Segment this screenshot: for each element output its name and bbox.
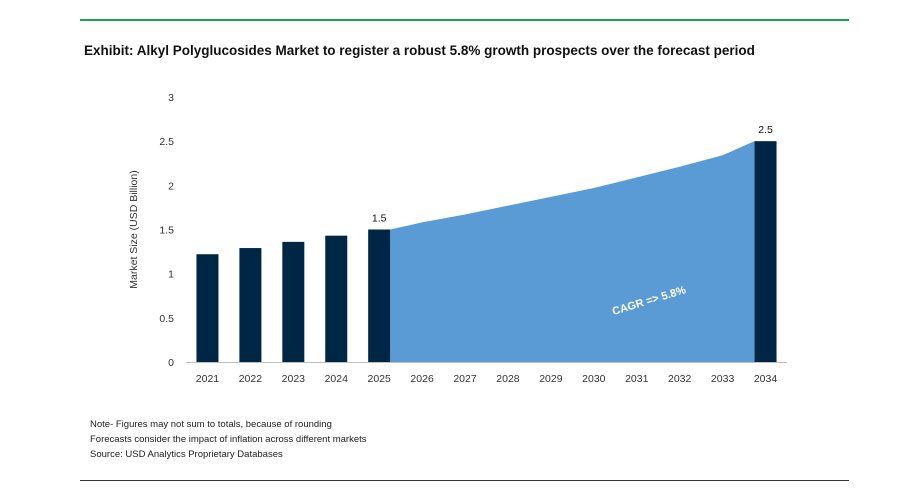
x-tick-label: 2023 (282, 373, 306, 385)
y-tick-label: 3 (168, 92, 174, 104)
x-tick-label: 2032 (668, 373, 692, 385)
x-tick-label: 2024 (325, 373, 349, 385)
note-inflation: Forecasts consider the impact of inflati… (90, 434, 367, 445)
note-rounding: Note- Figures may not sum to totals, bec… (90, 419, 332, 430)
y-tick-label: 0 (168, 357, 174, 369)
data-label-2034: 2.5 (758, 124, 773, 136)
x-tick-label: 2031 (625, 373, 649, 385)
bar-2023 (282, 241, 305, 362)
x-tick-label: 2022 (239, 373, 263, 385)
x-tick-label: 2034 (754, 373, 778, 385)
y-axis-label: Market Size (USD Billion) (128, 170, 140, 288)
x-tick-label: 2030 (582, 373, 606, 385)
y-tick-label: 1 (168, 269, 174, 281)
x-tick-label: 2027 (453, 373, 477, 385)
note-source: Source: USD Analytics Proprietary Databa… (90, 449, 283, 460)
y-tick-label: 2.5 (159, 136, 174, 148)
notes-block: Note- Figures may not sum to totals, bec… (90, 417, 367, 462)
data-label-2025: 1.5 (372, 213, 387, 225)
x-tick-label: 2029 (539, 373, 563, 385)
x-tick-label: 2026 (410, 373, 434, 385)
bar-2022 (239, 248, 262, 362)
x-tick-label: 2021 (196, 373, 220, 385)
forecast-area (390, 141, 755, 362)
top-divider (80, 19, 849, 21)
bottom-divider (80, 480, 849, 481)
x-tick-label: 2028 (496, 373, 520, 385)
bar-2021 (196, 254, 219, 362)
y-tick-label: 0.5 (159, 313, 174, 325)
x-tick-label: 2033 (711, 373, 735, 385)
x-tick-label: 2025 (367, 373, 391, 385)
bar-2034 (754, 141, 777, 362)
y-tick-label: 1.5 (159, 225, 174, 237)
bar-2025 (368, 229, 391, 362)
chart-title: Exhibit: Alkyl Polyglucosides Market to … (84, 43, 755, 58)
y-tick-label: 2 (168, 180, 174, 192)
bar-2024 (325, 235, 348, 362)
